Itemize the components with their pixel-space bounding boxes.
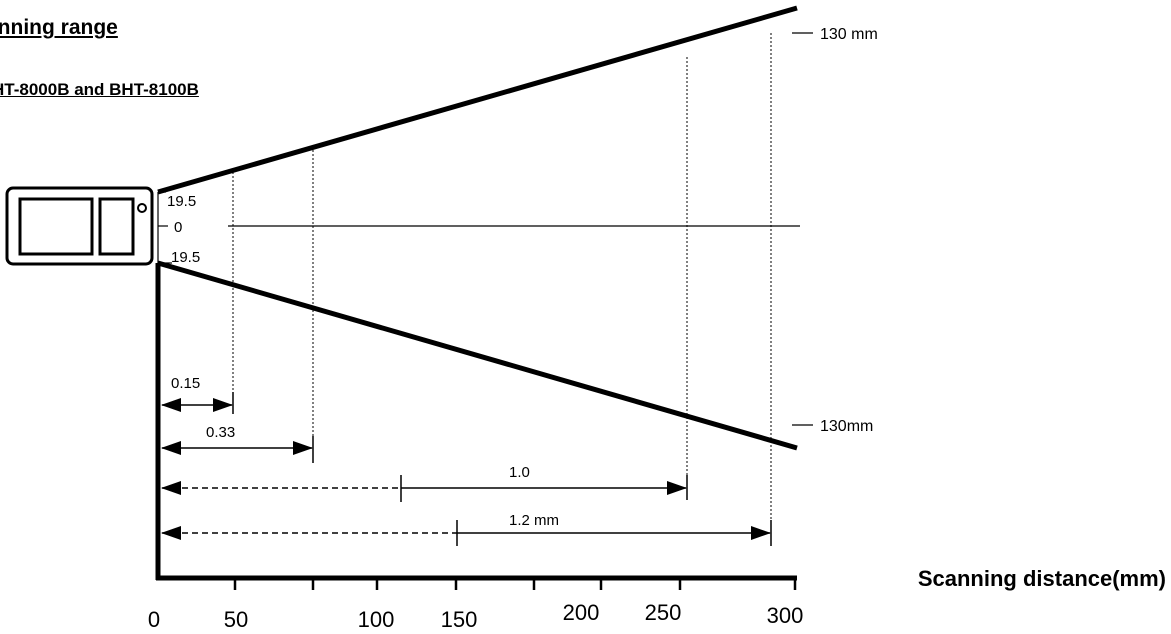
resolution-015-label: 0.15 — [171, 375, 200, 392]
resolution-10-arrow — [161, 475, 688, 502]
x-tick-200: 200 — [563, 600, 600, 625]
lower-beam-line — [157, 260, 798, 451]
section-title: anning range — [0, 16, 118, 39]
upper-beam-line — [157, 5, 798, 195]
resolution-12-arrow — [161, 520, 772, 546]
lower-offset-label: 19.5 — [171, 249, 200, 266]
x-tick-50: 50 — [224, 607, 248, 632]
x-tick-100: 100 — [358, 607, 395, 632]
resolution-033-arrow — [161, 436, 314, 463]
width-bottom-label: 130mm — [820, 418, 873, 435]
resolution-12-label: 1.2 mm — [509, 512, 559, 529]
upper-offset-label: 19.5 — [167, 193, 196, 210]
scanner-device-icon — [5, 186, 154, 266]
x-axis-ticks — [233, 578, 797, 590]
x-tick-250: 250 — [645, 600, 682, 625]
resolution-10-label: 1.0 — [509, 464, 530, 481]
model-subtitle: HT-8000B and BHT-8100B — [0, 80, 199, 99]
x-tick-0: 0 — [148, 607, 160, 632]
x-tick-300: 300 — [767, 603, 804, 628]
width-top-label: 130 mm — [820, 26, 878, 43]
resolution-015-arrow — [161, 392, 234, 414]
center-offset-label: 0 — [174, 219, 182, 236]
x-axis-label: Scanning distance(mm) — [918, 566, 1166, 591]
x-tick-150: 150 — [441, 607, 478, 632]
resolution-033-label: 0.33 — [206, 424, 235, 441]
